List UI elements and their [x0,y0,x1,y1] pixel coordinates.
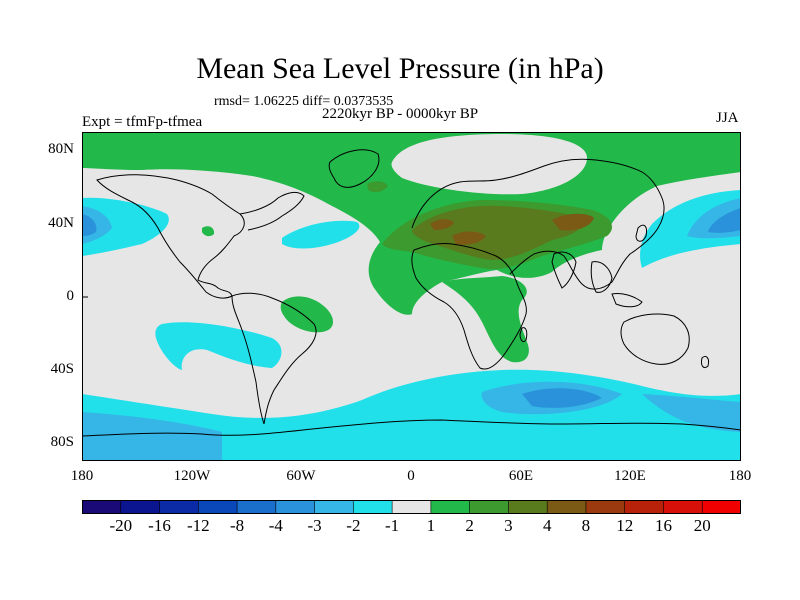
colorbar-label: -1 [385,516,400,535]
colorbar-cell [546,500,587,514]
eurasia-high-core [412,205,583,260]
pressure-difference-map [82,132,741,461]
colorbar-cell [508,500,548,514]
colorbar-cell [275,500,316,514]
map-frame [82,132,741,461]
colorbar-label: -12 [186,516,210,535]
north-pacific-low-west-inner [82,214,97,236]
season-label: JJA [716,110,739,126]
y-tick-0: 0 [66,288,75,304]
africa-high-plume [442,276,529,363]
colorbar-cell [353,500,393,514]
siberia-neutral-dome [391,134,587,195]
north-pacific-low-west [82,197,169,256]
colorbar-cell [159,500,200,514]
colorbar-label: -16 [148,516,171,535]
x-tick-120e: 120E [614,468,646,484]
x-tick-60e: 60E [508,468,534,484]
colorbar-label: 2 [465,516,474,535]
colorbar-cell [585,500,626,514]
colorbar-label: -8 [230,516,245,535]
colorbar-cell [663,500,704,514]
south-america-high [280,296,334,333]
colorbar-label: 12 [616,516,634,535]
colorbar-cell [197,500,238,514]
colorbar-cell [236,500,277,514]
x-tick-120w: 120W [173,468,211,484]
southern-indian-low-inner [522,388,602,408]
x-tick-0: 0 [407,468,415,484]
y-tick-80s: 80S [50,434,74,450]
colorbar-cell [469,500,510,514]
southern-ocean-low-core [82,412,222,461]
colorbar-cell [314,500,355,514]
colorbar-label: -3 [307,516,322,535]
eurasia-high-inner-1 [430,219,454,230]
colorbar-label: -2 [346,516,361,535]
eurasia-high-inner-2 [452,231,486,245]
y-tick-40s: 40S [50,361,74,377]
colorbar-label: -20 [109,516,133,535]
y-tick-40n: 40N [48,215,74,231]
colorbar-cell [624,500,665,514]
colorbar-label: -4 [268,516,283,535]
map-title: Mean Sea Level Pressure (in hPa) [196,52,604,85]
colorbar-cell [430,500,471,514]
colorbar-label: 4 [542,516,552,535]
x-tick-60w: 60W [286,468,316,484]
period-label: 2220kyr BP - 0000kyr BP [322,106,479,122]
coastlines [82,149,741,437]
gulf-mexico-high-patch [202,226,215,237]
south-pacific-low-core [642,394,741,432]
colorbar-label: 8 [581,516,591,535]
north-pacific-low-east-inner [708,208,741,233]
colorbar-cell [391,500,432,514]
x-tick-180e: 180 [728,468,752,484]
north-atlantic-low [282,220,360,249]
colorbar-label: 3 [504,516,513,535]
colorbar-cell [701,500,741,514]
colorbar-label: 20 [693,516,711,535]
colorbar [82,500,741,514]
rmsd-diff-stats: rmsd= 1.06225 diff= 0.0373535 [214,94,394,109]
x-tick-180w: 180 [70,468,94,484]
y-tick-80n: 80N [48,141,74,157]
canada-high-patch [367,181,388,193]
colorbar-cell [120,500,161,514]
eurasia-high-inner-3 [552,213,594,231]
colorbar-label: 1 [426,516,436,535]
colorbar-label: 16 [655,516,672,535]
experiment-label: Expt = tfmFp-tfmea [82,114,203,130]
colorbar-cell [82,500,122,514]
